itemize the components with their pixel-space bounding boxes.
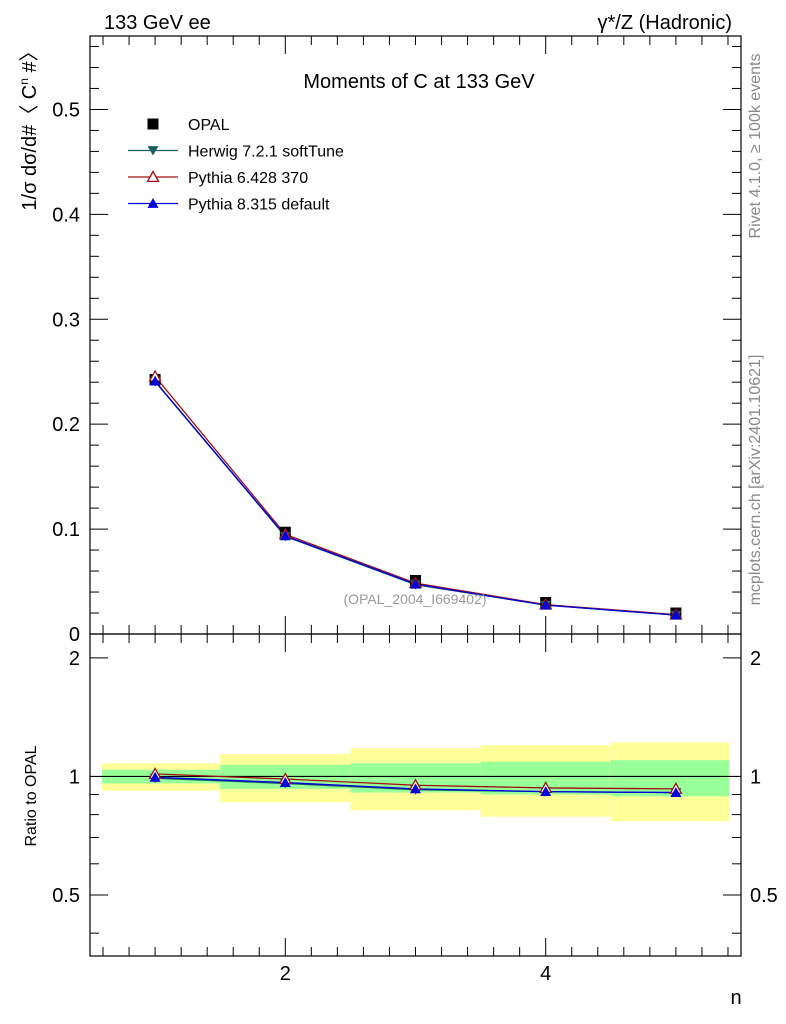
legend-marker-opal [147, 118, 159, 130]
main-y-tick-label: 0.4 [52, 204, 80, 226]
data-point-pythia-8-315-default [279, 530, 291, 541]
legend-label-pythia-6-428-370: Pythia 6.428 370 [188, 170, 308, 187]
main-series-markers [148, 369, 683, 621]
legend-marker-herwig-7-2-1-softtune [147, 146, 159, 156]
ratio-y-axis-title: Ratio to OPAL [23, 745, 40, 846]
ratio-point-pythia-8-315-default [279, 777, 291, 787]
x-axis-title: n [730, 987, 741, 1009]
header-right-label: γ*/Z (Hadronic) [598, 12, 732, 34]
analysis-watermark: (OPAL_2004_I669402) [344, 591, 487, 607]
data-point-pythia-8-315-default [540, 599, 552, 610]
ratio-y-tick-label-right: 0.5 [750, 885, 778, 907]
ratio-y-tick-label-right: 2 [750, 648, 761, 670]
data-point-pythia-8-315-default [149, 375, 161, 386]
ratio-y-tick-label-left: 0.5 [52, 885, 80, 907]
header-left-label: 133 GeV ee [104, 12, 211, 34]
y-axis-title-end: #〉 [19, 41, 41, 78]
ratio-y-tick-label-left: 1 [69, 766, 80, 788]
y-axis-title-superscript: n [17, 78, 31, 85]
main-y-tick-label: 0.1 [52, 519, 80, 541]
main-y-tick-label: 0 [69, 624, 80, 646]
ratio-y-tick-label-left: 2 [69, 648, 80, 670]
legend-marker-pythia-6-428-370 [146, 170, 160, 183]
legend-label-herwig-7-2-1-softtune: Herwig 7.2.1 softTune [188, 144, 344, 161]
ratio-point-pythia-8-315-default [670, 787, 682, 797]
ratio-axis-ticks: 0.5 0.5 1 1 2 2 2 4 [52, 634, 778, 985]
data-point-pythia-8-315-default [670, 609, 682, 620]
main-y-axis-title: 1/σ dσ/d#〈 Cn #〉 [17, 41, 41, 210]
data-point-pythia-8-315-default [410, 578, 421, 589]
ratio-point-pythia-8-315-default [149, 771, 161, 782]
ratio-panel: 0.5 0.5 1 1 2 2 2 4 Ratio to OPAL n [23, 633, 778, 1009]
ratio-inner-band [610, 760, 729, 797]
main-panel: 0 0.1 0.2 0.3 0.4 0.5 Moments of C at 133 GeV… [17, 35, 742, 646]
legend-label-opal: OPAL [188, 117, 230, 134]
ratio-point-pythia-8-315-default [540, 786, 552, 797]
legend-label-pythia-8-315-default: Pythia 8.315 default [188, 197, 330, 214]
ratio-uncertainty-bands [102, 742, 729, 822]
mcplots-label: mcplots.cern.ch [arXiv:2401.10621] [747, 355, 764, 606]
legend: OPAL Herwig 7.2.1 softTune Pythia 6.428 37… [128, 117, 344, 214]
legend-marker-pythia-8-315-default [147, 198, 159, 208]
x-tick-label: 2 [280, 963, 291, 985]
main-axis-ticks: 0 0.1 0.2 0.3 0.4 0.5 [52, 36, 741, 646]
y-axis-title-main: 1/σ dσ/d#〈 C [19, 85, 41, 211]
ratio-y-tick-label-right: 1 [750, 766, 761, 788]
main-y-tick-label: 0.2 [52, 414, 80, 436]
chart-title: Moments of C at 133 GeV [303, 71, 535, 93]
x-tick-label: 4 [540, 963, 551, 985]
rivet-version-label: Rivet 4.1.0, ≥ 100k events [747, 54, 764, 239]
main-y-tick-label: 0.3 [52, 309, 80, 331]
ratio-point-pythia-8-315-default [410, 783, 421, 794]
main-y-tick-label: 0.5 [52, 99, 80, 121]
ratio-series-markers [148, 767, 683, 798]
